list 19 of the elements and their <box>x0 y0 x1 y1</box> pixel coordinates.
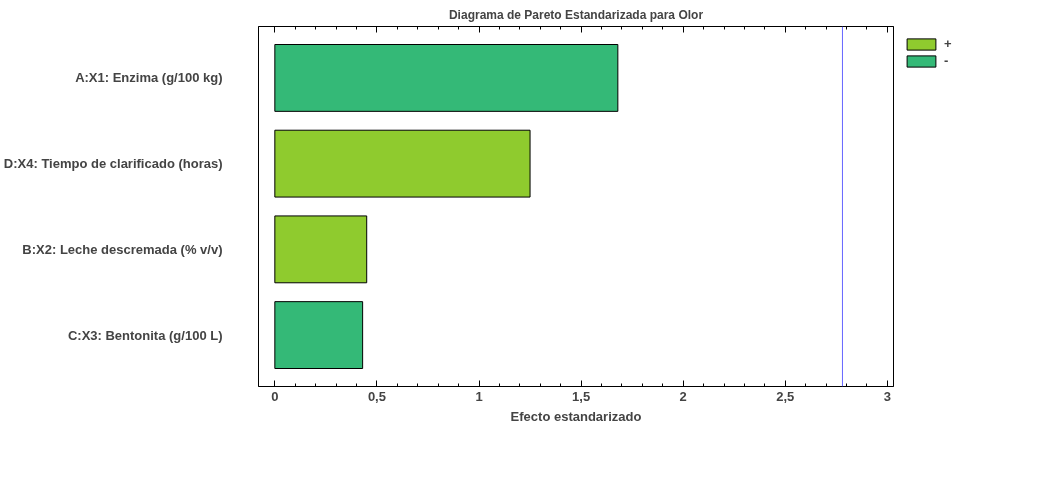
bar <box>274 301 364 369</box>
x-tick-label: 0 <box>271 388 279 404</box>
legend-label: + <box>944 36 953 51</box>
x-tick-label: 3 <box>883 388 891 404</box>
y-tick-label: D:X4: Tiempo de clarificado (horas) <box>3 156 223 172</box>
bar <box>274 215 368 284</box>
y-tick-label: A:X1: Enzima (g/100 kg) <box>75 70 223 86</box>
bar <box>274 44 619 112</box>
x-tick-label: 2,5 <box>776 388 795 404</box>
y-tick-label: C:X3: Bentonita (g/100 L) <box>67 327 223 343</box>
x-tick-label: 0,5 <box>367 388 386 404</box>
y-tick-label: B:X2: Leche descremada (% v/v) <box>22 241 223 257</box>
x-tick-label: 1 <box>475 388 483 404</box>
x-axis-title: Efecto estandarizado <box>510 408 642 424</box>
x-tick-label: 2 <box>679 388 687 404</box>
bar <box>274 129 531 198</box>
legend-label: - <box>944 53 950 68</box>
x-tick-label: 1,5 <box>572 388 591 404</box>
chart-title: Diagrama de Pareto Estandarizada para Olor <box>448 7 704 22</box>
